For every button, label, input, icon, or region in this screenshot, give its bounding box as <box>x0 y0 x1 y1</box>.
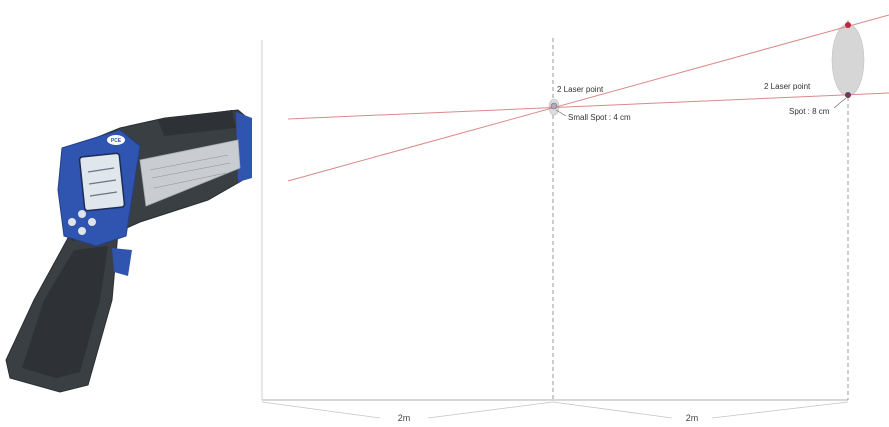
device-top-ridge <box>158 110 236 136</box>
lcd-segment <box>88 179 117 185</box>
device-label-line <box>151 162 231 179</box>
device-handle-grip <box>22 246 108 378</box>
laser-beam-upper <box>287 92 889 120</box>
lcd-segment <box>89 191 118 197</box>
laser-point-2m <box>550 102 558 110</box>
device-trigger <box>112 248 132 276</box>
infrared-thermometer-device: PCE <box>5 109 252 393</box>
distance-label-segment-1: 2m <box>398 413 411 423</box>
laser-point-4m-bottom <box>845 92 851 98</box>
laser-beam-lower <box>287 14 889 182</box>
device-button-up <box>78 210 86 218</box>
distance-label-segment-2: 2m <box>686 413 699 423</box>
spot-leader <box>833 97 847 109</box>
dimension-bracket-2 <box>552 401 849 419</box>
device-button-left <box>68 218 76 226</box>
device-logo-text: PCE <box>111 138 122 144</box>
small-spot-leader <box>555 109 567 117</box>
spot-label: Spot : 8 cm <box>789 107 830 116</box>
dimension-bracket-1 <box>261 401 554 419</box>
laser-point-label-2m: 2 Laser point <box>557 85 604 94</box>
lcd-segment <box>87 167 115 173</box>
small-spot-label: Small Spot : 4 cm <box>568 113 631 122</box>
device-label-line <box>153 172 227 189</box>
laser-point-4m-top <box>845 22 851 28</box>
laser-point-label-4m: 2 Laser point <box>764 82 811 91</box>
device-logo-badge <box>107 135 125 145</box>
device-button-right <box>88 218 96 226</box>
device-label-panel <box>139 139 241 207</box>
device-button-down <box>78 227 86 235</box>
device-label-line <box>149 154 229 171</box>
large-spot-ellipse <box>831 23 865 97</box>
